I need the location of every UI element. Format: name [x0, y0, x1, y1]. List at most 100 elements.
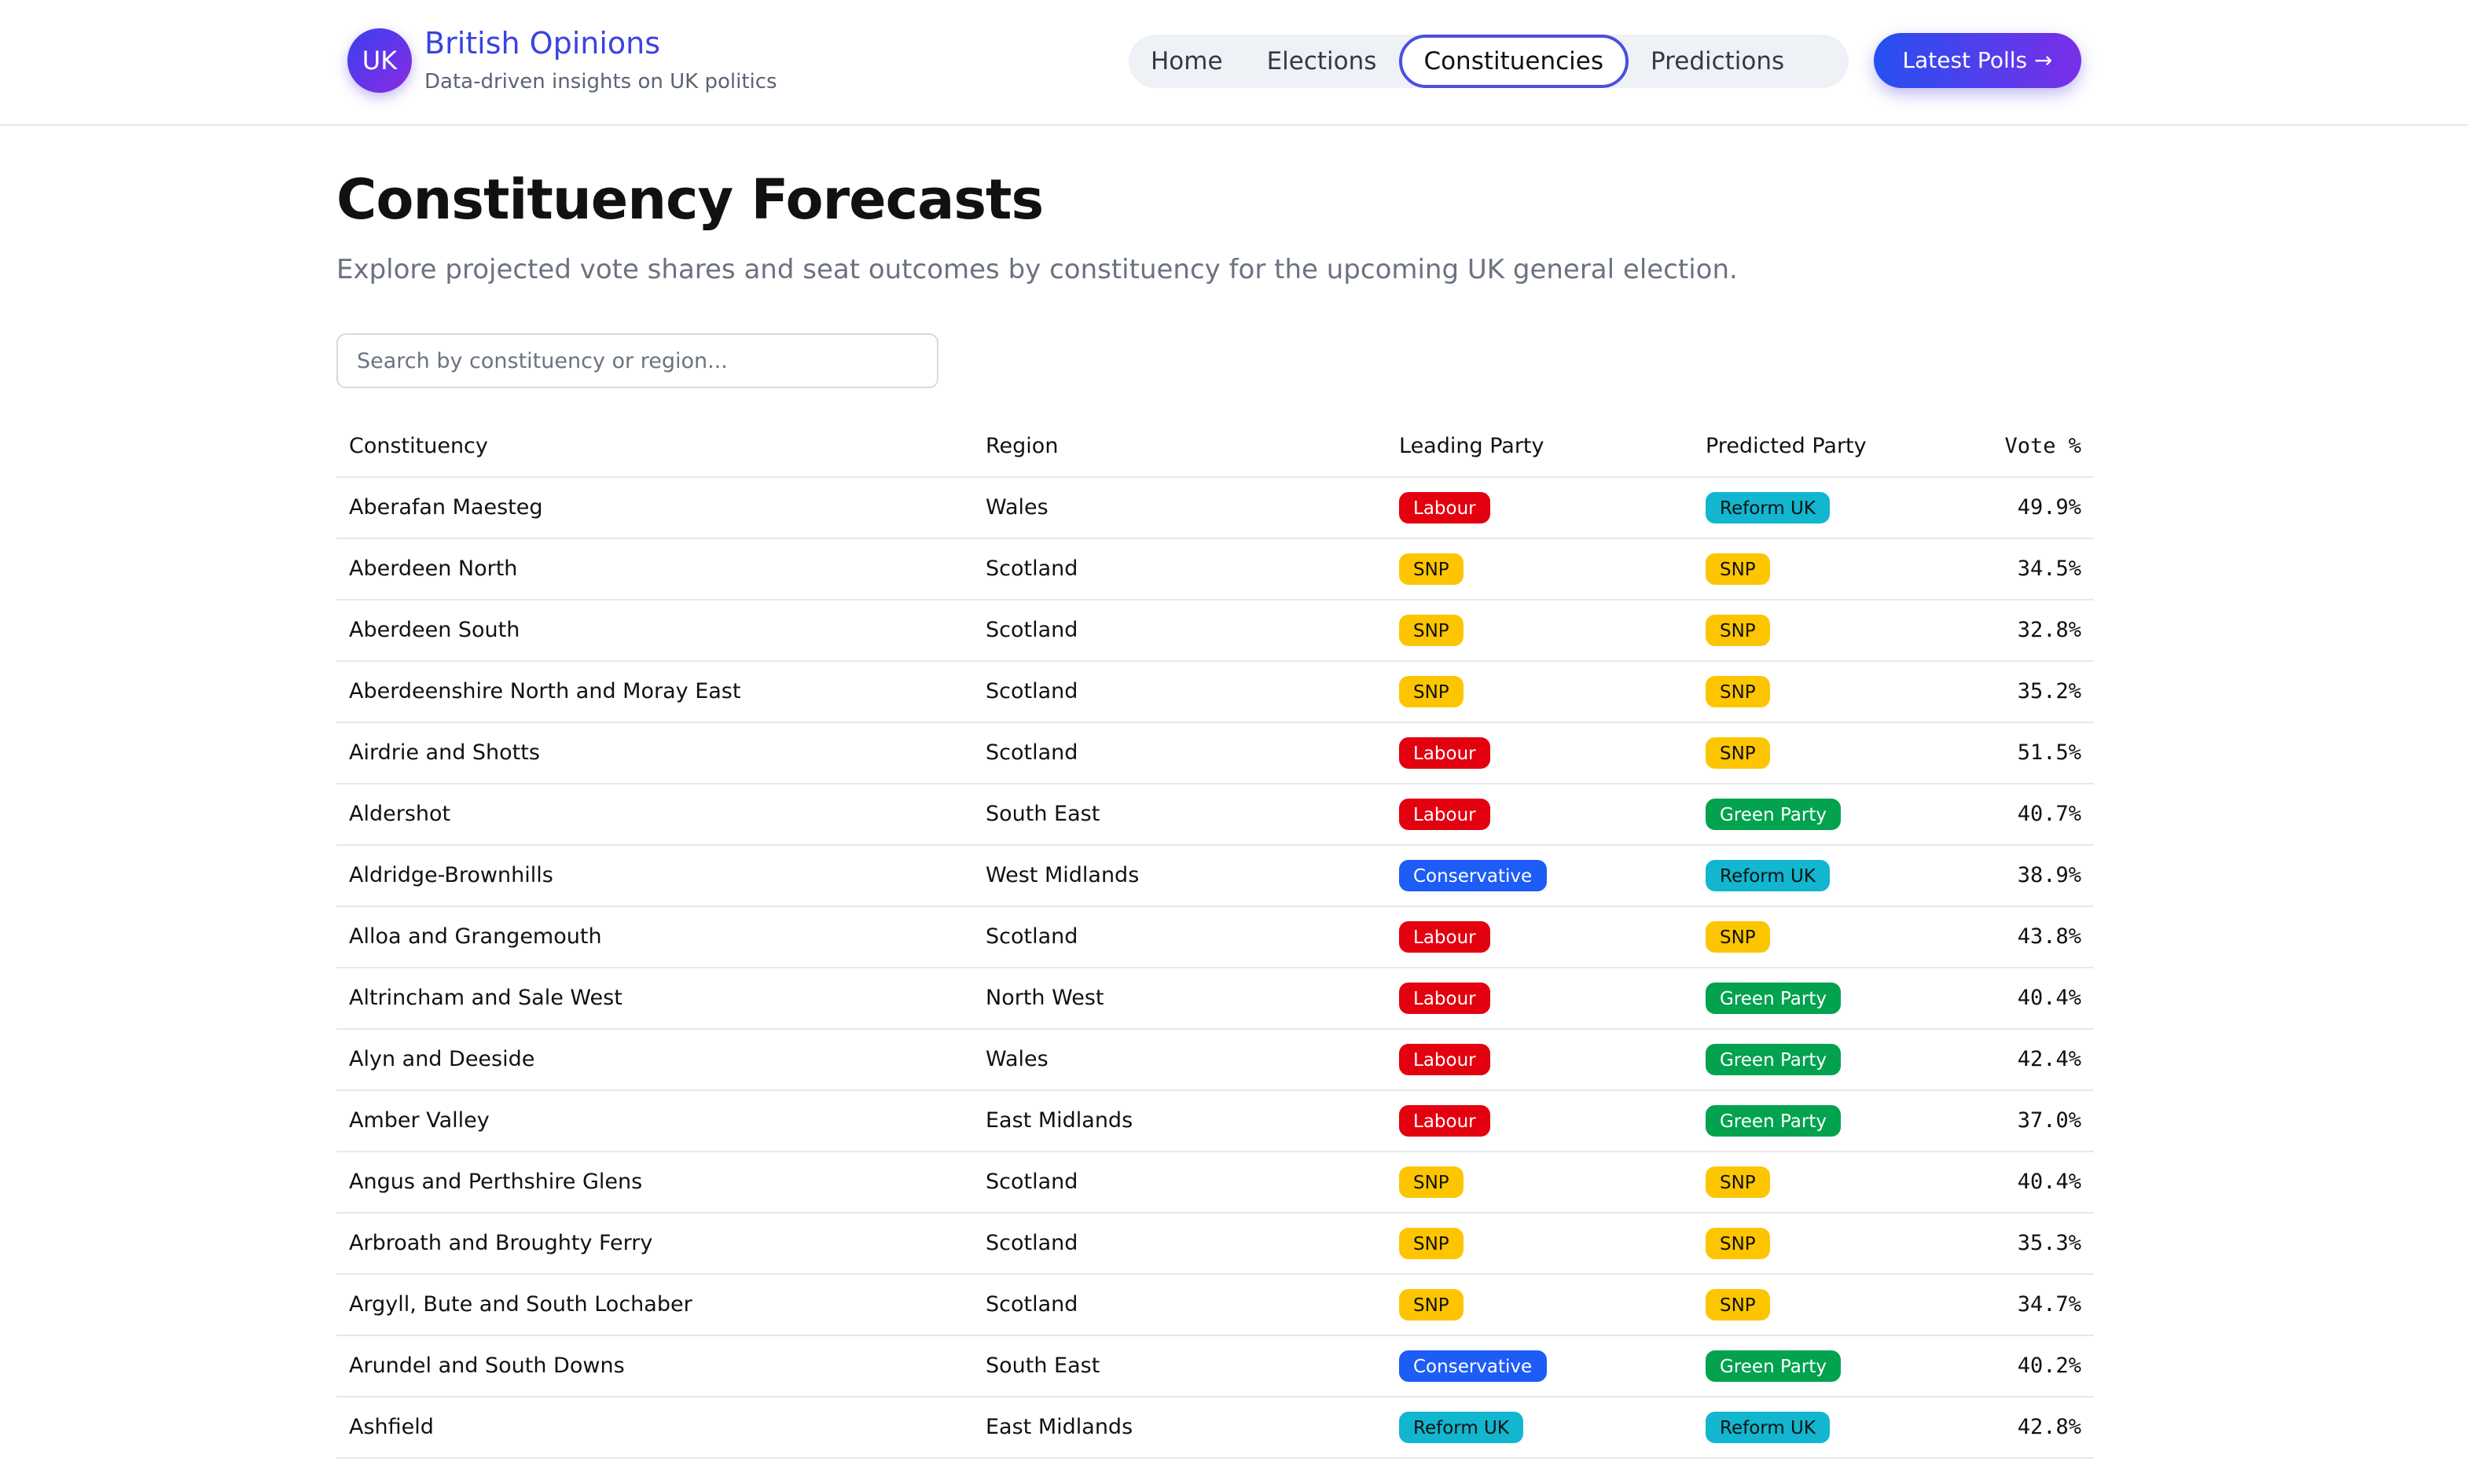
table-row[interactable]: Altrincham and Sale West North West Labour…: [336, 968, 2094, 1030]
cell: Green Party: [1693, 784, 1985, 846]
cell: Reform UK: [1693, 477, 1985, 539]
party-badge: Labour: [1399, 921, 1490, 953]
cell: Labour: [1386, 906, 1693, 968]
table-row[interactable]: Alloa and Grangemouth Scotland Labour SNP 43…: [336, 906, 2094, 968]
cell: Scotland: [973, 906, 1386, 968]
party-badge: SNP: [1706, 553, 1770, 585]
table: Constituency Region Leading Party Predicted…: [336, 417, 2094, 1459]
page-title: Constituency Forecasts: [336, 170, 1044, 233]
party-badge: Reform UK: [1706, 1412, 1830, 1443]
cell: SNP: [1386, 1274, 1693, 1336]
cell: Scotland: [973, 1274, 1386, 1336]
nav-item[interactable]: Home: [1151, 47, 1223, 75]
header: UK British Opinions Data-driven insights…: [0, 0, 2468, 126]
cell: 35.2%: [1985, 661, 2094, 723]
party-badge: Green Party: [1706, 983, 1841, 1014]
party-badge: Labour: [1399, 799, 1490, 830]
cell: 40.2%: [1985, 1335, 2094, 1398]
party-badge: SNP: [1706, 1166, 1770, 1198]
cell: Labour: [1386, 722, 1693, 784]
party-badge: SNP: [1399, 1166, 1464, 1198]
table-row[interactable]: Argyll, Bute and South Lochaber Scotland S…: [336, 1274, 2094, 1336]
cell: 42.4%: [1985, 1029, 2094, 1091]
party-badge: SNP: [1706, 676, 1770, 707]
cell: Green Party: [1693, 1029, 1985, 1091]
party-badge: SNP: [1706, 737, 1770, 769]
cell: Alloa and Grangemouth: [336, 906, 973, 968]
table-row[interactable]: Angus and Perthshire Glens Scotland SNP SNP…: [336, 1152, 2094, 1214]
table-row[interactable]: Alyn and Deeside Wales Labour Green Party 42…: [336, 1029, 2094, 1091]
cell: South East: [973, 1335, 1386, 1398]
brand-title[interactable]: British Opinions: [424, 27, 661, 61]
table-row[interactable]: Aberdeen South Scotland SNP SNP 32.8%: [336, 600, 2094, 662]
cell: 43.8%: [1985, 906, 2094, 968]
party-badge: Green Party: [1706, 799, 1841, 830]
cell: West Midlands: [973, 845, 1386, 907]
cell: 38.9%: [1985, 845, 2094, 907]
nav-item[interactable]: Constituencies: [1398, 35, 1629, 88]
column-header: Region: [973, 417, 1386, 478]
party-badge: Green Party: [1706, 1044, 1841, 1075]
search-input[interactable]: Search by constituency or region...: [336, 333, 938, 388]
column-header: Constituency: [336, 417, 973, 478]
cell: Green Party: [1693, 1335, 1985, 1398]
cell: SNP: [1693, 661, 1985, 723]
party-badge: Conservative: [1399, 860, 1547, 891]
nav-item[interactable]: Elections: [1266, 47, 1377, 75]
table-row[interactable]: Amber Valley East Midlands Labour Green Par…: [336, 1090, 2094, 1152]
cell: Alyn and Deeside: [336, 1029, 973, 1091]
party-badge: SNP: [1399, 676, 1464, 707]
cell: 37.0%: [1985, 1090, 2094, 1152]
cell: SNP: [1386, 1213, 1693, 1275]
logo[interactable]: UK: [347, 28, 412, 93]
cell: Labour: [1386, 1090, 1693, 1152]
table-row[interactable]: Airdrie and Shotts Scotland Labour SNP 51.5%: [336, 722, 2094, 784]
table-row[interactable]: Aberafan Maesteg Wales Labour Reform UK 49.9…: [336, 477, 2094, 539]
cell: Labour: [1386, 784, 1693, 846]
table-row[interactable]: Aberdeen North Scotland SNP SNP 34.5%: [336, 538, 2094, 601]
cell: Labour: [1386, 968, 1693, 1030]
cell: Aldridge-Brownhills: [336, 845, 973, 907]
party-badge: SNP: [1399, 1228, 1464, 1259]
party-badge: SNP: [1399, 1289, 1464, 1321]
party-badge: Reform UK: [1706, 492, 1830, 523]
cell: SNP: [1693, 600, 1985, 662]
cell: SNP: [1693, 1152, 1985, 1214]
cell: Aldershot: [336, 784, 973, 846]
nav: Home Elections Constituencies Predictions: [1129, 35, 1849, 88]
table-row[interactable]: Arbroath and Broughty Ferry Scotland SNP SN…: [336, 1213, 2094, 1275]
cell: Aberafan Maesteg: [336, 477, 973, 539]
cell: Labour: [1386, 477, 1693, 539]
cell: SNP: [1693, 906, 1985, 968]
cell: Argyll, Bute and South Lochaber: [336, 1274, 973, 1336]
cell: East Midlands: [973, 1397, 1386, 1459]
cell: SNP: [1693, 1274, 1985, 1336]
cell: Scotland: [973, 722, 1386, 784]
cell: Conservative: [1386, 1335, 1693, 1398]
cell: Aberdeen South: [336, 600, 973, 662]
cell: 34.5%: [1985, 538, 2094, 601]
cell: SNP: [1386, 661, 1693, 723]
cell: North West: [973, 968, 1386, 1030]
cell: SNP: [1693, 722, 1985, 784]
cell: Reform UK: [1386, 1397, 1693, 1459]
cell: Amber Valley: [336, 1090, 973, 1152]
table-row[interactable]: Aldershot South East Labour Green Party 40.7…: [336, 784, 2094, 846]
cell: 34.7%: [1985, 1274, 2094, 1336]
table-row[interactable]: Aberdeenshire North and Moray East Scotla…: [336, 661, 2094, 723]
party-badge: Labour: [1399, 1044, 1490, 1075]
nav-item[interactable]: Predictions: [1651, 47, 1785, 75]
cell: Scotland: [973, 538, 1386, 601]
party-badge: Labour: [1399, 492, 1490, 523]
cell: Arbroath and Broughty Ferry: [336, 1213, 973, 1275]
table-row[interactable]: Arundel and South Downs South East Conserv…: [336, 1335, 2094, 1398]
cta-button[interactable]: Latest Polls →: [1874, 33, 2081, 88]
cell: Labour: [1386, 1029, 1693, 1091]
table-row[interactable]: Ashfield East Midlands Reform UK Reform UK 4…: [336, 1397, 2094, 1459]
cell: Arundel and South Downs: [336, 1335, 973, 1398]
cell: SNP: [1386, 600, 1693, 662]
cell: 42.8%: [1985, 1397, 2094, 1459]
table-row[interactable]: Aldridge-Brownhills West Midlands Conserva…: [336, 845, 2094, 907]
